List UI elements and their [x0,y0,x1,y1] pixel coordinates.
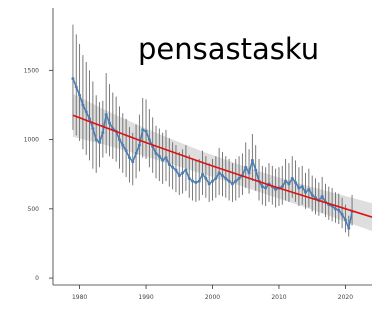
observed-point [141,128,145,132]
observed-point [194,181,198,185]
chart-title: pensastasku [138,32,319,66]
observed-point [230,182,234,186]
observed-point [290,176,294,180]
observed-point [220,174,224,178]
observed-point [280,185,284,189]
observed-point [144,129,148,133]
observed-point [137,143,141,147]
observed-point [211,179,214,183]
observed-point [337,208,341,212]
observed-point [284,179,288,183]
x-tick-label: 2020 [338,294,353,301]
observed-point [333,207,337,211]
x-tick-label: 2010 [271,294,286,301]
observed-point [191,179,195,183]
observed-point [147,138,151,142]
trend-line [72,114,372,218]
observed-point [84,110,88,114]
observed-point [343,218,347,222]
observed-point [294,181,298,185]
observed-point [201,172,205,176]
observed-point [124,149,128,153]
x-ticks: 1980 1990 2000 2010 2020 [72,285,353,301]
observed-point [264,186,268,190]
observed-point [174,168,178,172]
observed-point [204,176,208,180]
observed-point [260,185,264,189]
observed-point [157,154,161,158]
observed-point [154,151,158,155]
observed-point [244,165,248,169]
observed-point [94,138,98,142]
observed-point [320,194,324,198]
observed-point [304,190,308,194]
observed-point [224,176,228,180]
observed-point [107,121,111,125]
observed-point [98,140,102,144]
observed-point [300,185,304,189]
observed-point [287,182,291,186]
x-tick-label: 1990 [138,294,153,301]
observed-point [74,85,78,89]
observed-point [134,151,138,155]
observed-point [81,103,85,107]
observed-point [310,193,314,197]
x-tick-label: 2000 [205,294,220,301]
title-backdrop [128,24,372,70]
y-tick-label: 1000 [24,137,39,144]
observed-point [250,158,254,162]
observed-point [274,187,278,191]
observed-point [101,131,105,135]
observed-point [171,165,175,169]
observed-point [254,168,258,172]
y-tick-label: 0 [35,275,39,282]
trend-layer [72,114,372,218]
y-tick-label: 500 [28,206,40,213]
x-tick-label: 1980 [72,294,87,301]
observed-point [227,179,231,183]
observed-point [347,226,351,230]
observed-point [167,163,171,167]
observed-point [217,171,221,175]
observed-point [187,176,191,180]
observed-point [177,174,181,178]
observed-point [161,158,165,162]
observed-point [237,176,241,180]
observed-point [340,212,344,216]
observed-point [184,168,188,172]
observed-point [307,187,311,191]
observed-point [247,171,251,175]
y-tick-label: 1500 [24,67,39,74]
observed-point [78,93,82,97]
observed-point [71,77,75,81]
observed-point [91,126,95,130]
observed-point [164,156,168,160]
y-ticks: 0 500 1000 1500 [24,67,53,282]
observed-point [197,179,201,183]
observed-point [104,113,108,117]
observed-point [127,156,131,160]
observed-point [214,176,218,180]
observed-point [181,171,185,175]
observed-point [88,117,92,121]
observed-point [207,182,211,186]
observed-point [131,160,135,164]
observed-point [297,186,301,190]
observed-point [234,179,238,183]
observed-point [117,138,121,142]
observed-point [121,143,125,147]
